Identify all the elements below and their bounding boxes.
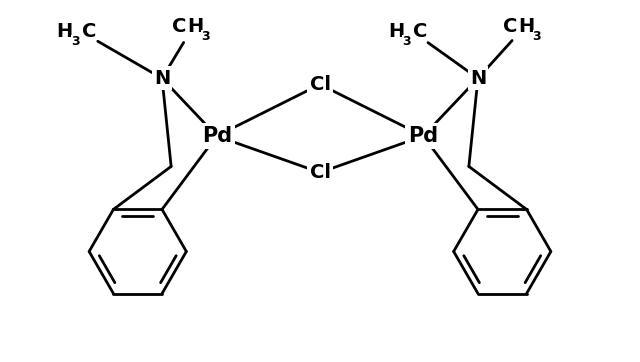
Text: H: H <box>57 22 73 41</box>
Text: Pd: Pd <box>202 126 232 146</box>
Text: 3: 3 <box>532 30 541 43</box>
Text: 3: 3 <box>402 35 411 48</box>
Text: 3: 3 <box>202 30 210 43</box>
Text: Cl: Cl <box>310 163 330 182</box>
Text: Cl: Cl <box>310 75 330 94</box>
Text: C: C <box>503 17 517 36</box>
Text: N: N <box>470 69 486 88</box>
Text: C: C <box>82 22 96 41</box>
Text: H: H <box>518 17 534 36</box>
Text: 3: 3 <box>71 35 79 48</box>
Text: H: H <box>388 22 404 41</box>
Text: C: C <box>172 17 186 36</box>
Text: C: C <box>413 22 428 41</box>
Text: N: N <box>154 69 170 88</box>
Text: H: H <box>188 17 204 36</box>
Text: Pd: Pd <box>408 126 438 146</box>
